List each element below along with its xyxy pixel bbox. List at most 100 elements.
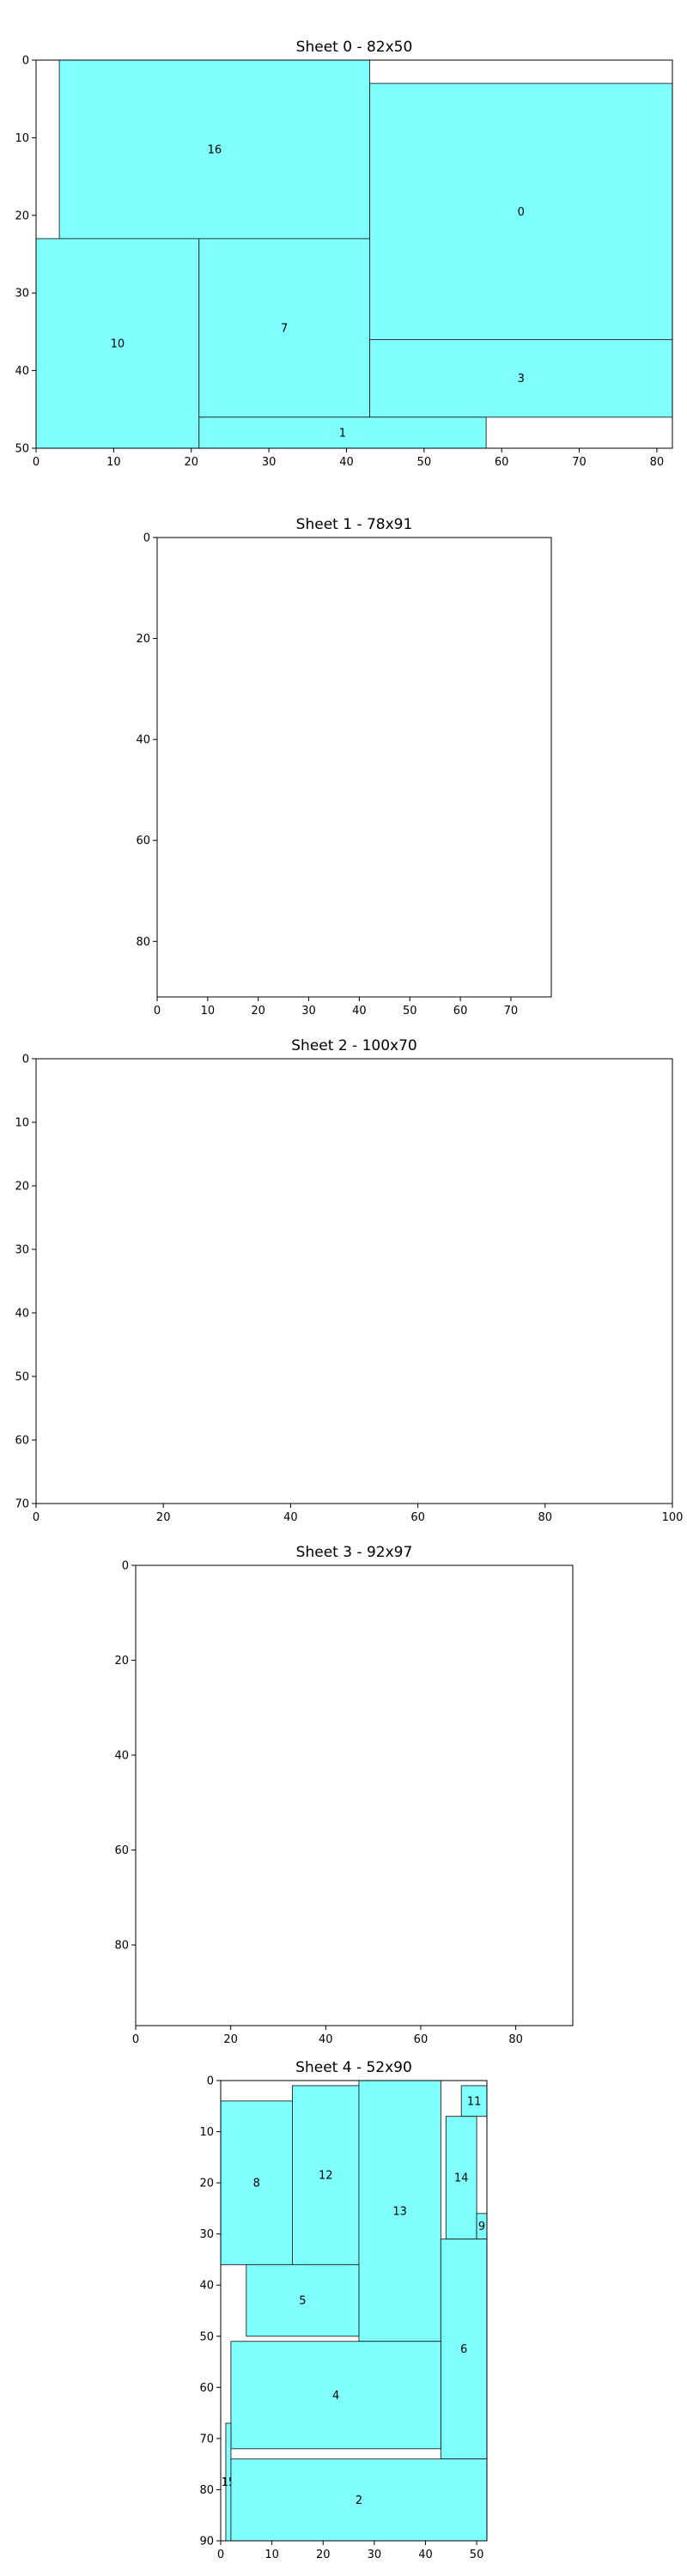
sheet-title: Sheet 4 - 52x90 [295, 2059, 412, 2076]
piece-rect-16 [58, 59, 371, 240]
x-tick-label: 60 [414, 2033, 429, 2046]
x-tick-label: 60 [410, 1511, 425, 1524]
piece-label-3: 3 [518, 373, 525, 386]
y-tick-label: 30 [15, 1244, 29, 1257]
y-tick-label: 10 [199, 2126, 214, 2139]
y-tick-label: 80 [114, 1940, 129, 1953]
sheet-panel-1: Sheet 1 - 78x91 0 10 20 30 40 50 60 70 0 20 40 60 80 [136, 516, 552, 1018]
y-tick-label: 0 [22, 1054, 29, 1066]
y-tick-label: 10 [15, 1117, 29, 1130]
y-tick-label: 60 [15, 1435, 29, 1448]
sheet-title: Sheet 3 - 92x97 [296, 1544, 413, 1561]
piece-label-11: 11 [467, 2095, 482, 2108]
x-tick-label: 0 [33, 1511, 40, 1524]
x-tick-label: 30 [368, 2549, 382, 2561]
x-tick-label: 20 [223, 2033, 238, 2046]
piece-rect-11 [460, 2085, 488, 2117]
y-tick-label: 30 [199, 2228, 214, 2241]
piece-rect-4 [230, 2341, 441, 2450]
piece-rect-5 [246, 2263, 360, 2337]
plot-frame [35, 1058, 673, 1504]
piece-rect-14 [445, 2116, 477, 2240]
x-tick-label: 0 [154, 1005, 161, 1018]
x-tick-label: 70 [504, 1005, 519, 1018]
piece-label-12: 12 [319, 2170, 333, 2183]
piece-label-10: 10 [111, 337, 125, 350]
x-tick-label: 0 [132, 2033, 139, 2046]
piece-rect-6 [440, 2239, 488, 2460]
piece-rect-3 [369, 338, 673, 418]
y-tick-label: 40 [15, 365, 29, 378]
plot-frame [220, 2080, 488, 2542]
sheet-title: Sheet 0 - 82x50 [296, 39, 413, 56]
x-tick-label: 60 [453, 1005, 468, 1018]
plot-frame [135, 1564, 574, 2026]
y-tick-label: 80 [199, 2484, 214, 2497]
x-tick-label: 10 [106, 456, 121, 469]
y-tick-label: 80 [136, 936, 150, 949]
x-tick-label: 50 [403, 1005, 417, 1018]
x-tick-label: 30 [301, 1005, 316, 1018]
x-tick-label: 100 [662, 1511, 684, 1524]
y-tick-label: 20 [199, 2178, 214, 2190]
y-tick-label: 20 [15, 1181, 29, 1194]
x-tick-label: 40 [339, 456, 354, 469]
x-tick-label: 20 [316, 2549, 331, 2561]
y-tick-label: 20 [15, 210, 29, 222]
plot-frame [35, 59, 673, 449]
y-tick-label: 50 [199, 2330, 214, 2343]
piece-label-4: 4 [332, 2390, 339, 2403]
x-tick-label: 40 [283, 1511, 298, 1524]
x-tick-label: 50 [470, 2549, 484, 2561]
piece-label-1: 1 [339, 427, 346, 440]
piece-label-2: 2 [356, 2494, 362, 2507]
piece-rect-0 [369, 82, 673, 340]
x-tick-label: 40 [319, 2033, 333, 2046]
piece-rect-7 [198, 238, 371, 418]
y-tick-label: 60 [114, 1844, 129, 1857]
y-tick-label: 40 [15, 1308, 29, 1321]
sheet-title: Sheet 1 - 78x91 [296, 516, 413, 533]
y-tick-label: 40 [199, 2280, 214, 2293]
y-tick-label: 60 [199, 2382, 214, 2395]
piece-label-5: 5 [299, 2295, 306, 2308]
y-tick-label: 10 [15, 132, 29, 145]
x-tick-label: 20 [251, 1005, 265, 1018]
piece-label-0: 0 [518, 206, 525, 219]
x-tick-label: 10 [201, 1005, 216, 1018]
y-tick-label: 90 [199, 2536, 214, 2549]
x-tick-label: 80 [538, 1511, 553, 1524]
piece-label-7: 7 [281, 322, 288, 335]
y-tick-label: 40 [114, 1750, 129, 1763]
x-tick-label: 80 [650, 456, 665, 469]
piece-label-13: 13 [392, 2205, 407, 2218]
y-tick-label: 20 [136, 633, 150, 646]
y-tick-label: 60 [136, 835, 150, 848]
x-tick-label: 50 [417, 456, 432, 469]
piece-label-6: 6 [460, 2343, 467, 2356]
x-tick-label: 0 [33, 456, 40, 469]
piece-label-9: 9 [478, 2221, 485, 2233]
x-tick-label: 70 [572, 456, 587, 469]
x-tick-label: 80 [508, 2033, 523, 2046]
sheet-title: Sheet 2 - 100x70 [291, 1037, 416, 1054]
y-tick-label: 70 [199, 2433, 214, 2445]
piece-rect-13 [358, 2080, 441, 2342]
y-tick-label: 50 [15, 443, 29, 456]
x-tick-label: 60 [495, 456, 509, 469]
piece-rect-12 [292, 2085, 360, 2265]
y-tick-label: 20 [114, 1655, 129, 1668]
y-tick-label: 30 [15, 288, 29, 301]
piece-rect-1 [198, 416, 487, 449]
y-tick-label: 70 [15, 1498, 29, 1511]
y-tick-label: 40 [136, 734, 150, 747]
piece-label-8: 8 [253, 2178, 260, 2190]
sheet-panel-3: Sheet 3 - 92x97 0 20 40 60 80 0 20 40 60 80 [114, 1544, 574, 2046]
piece-label-16: 16 [208, 143, 222, 156]
y-tick-label: 0 [143, 532, 150, 545]
y-tick-label: 0 [122, 1560, 129, 1573]
x-tick-label: 20 [184, 456, 198, 469]
